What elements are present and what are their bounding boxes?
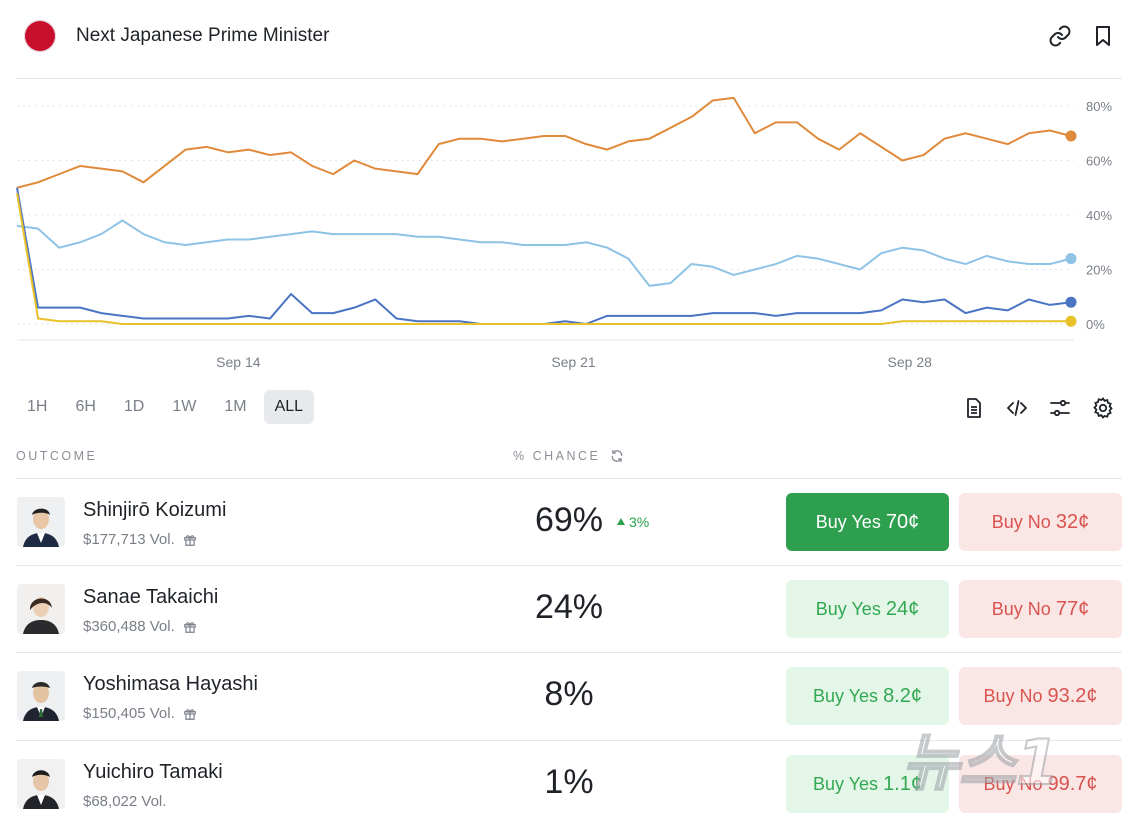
avatar bbox=[17, 497, 65, 547]
buy-yes-price: 8.2¢ bbox=[883, 685, 922, 707]
outcome-row-takaichi[interactable]: Sanae Takaichi $360,488 Vol. 24% Buy Yes… bbox=[16, 565, 1122, 652]
buy-yes-price: 24¢ bbox=[885, 598, 920, 620]
outcome-name: Sanae Takaichi bbox=[83, 586, 219, 608]
y-tick-label: 0% bbox=[1086, 317, 1105, 332]
code-icon[interactable] bbox=[1005, 396, 1029, 420]
buy-yes-label: Buy Yes bbox=[815, 599, 881, 619]
buy-yes-button[interactable]: Buy Yes 24¢ bbox=[786, 580, 949, 638]
y-tick-label: 40% bbox=[1086, 208, 1112, 223]
volume-text: $150,405 Vol. bbox=[83, 705, 175, 722]
avatar bbox=[17, 671, 65, 721]
series-end-dot-0 bbox=[1065, 130, 1077, 142]
buy-yes-label: Buy Yes bbox=[815, 512, 881, 532]
buy-no-price: 93.2¢ bbox=[1047, 685, 1098, 707]
volume-text: $177,713 Vol. bbox=[83, 531, 175, 548]
outcome-chance: 24% bbox=[534, 588, 604, 626]
outcome-name: Shinjirō Koizumi bbox=[83, 499, 227, 521]
range-1d-button[interactable]: 1D bbox=[123, 398, 145, 415]
outcome-name: Yuichiro Tamaki bbox=[83, 761, 223, 783]
buy-no-button[interactable]: Buy No 99.7¢ bbox=[959, 755, 1122, 813]
buy-yes-price: 1.1¢ bbox=[883, 773, 922, 795]
chance-header-label: % CHANCE bbox=[513, 449, 601, 463]
header-divider bbox=[16, 78, 1122, 79]
volume-text: $68,022 Vol. bbox=[83, 793, 167, 810]
outcome-volume: $150,405 Vol. bbox=[83, 705, 197, 722]
buy-no-price: 99.7¢ bbox=[1047, 773, 1098, 795]
buy-yes-button[interactable]: Buy Yes 70¢ bbox=[786, 493, 949, 551]
outcome-volume: $360,488 Vol. bbox=[83, 618, 197, 635]
link-icon[interactable] bbox=[1048, 24, 1072, 48]
range-1h-button[interactable]: 1H bbox=[27, 398, 48, 415]
up-arrow-icon bbox=[617, 518, 625, 525]
outcome-column-header: OUTCOME bbox=[16, 449, 98, 463]
x-tick-label: Sep 21 bbox=[551, 354, 596, 370]
range-1w-button[interactable]: 1W bbox=[172, 398, 197, 415]
gift-icon[interactable] bbox=[183, 533, 197, 547]
market-title: Next Japanese Prime Minister bbox=[76, 25, 330, 46]
range-all-button[interactable]: ALL bbox=[263, 390, 315, 424]
buy-yes-button[interactable]: Buy Yes 8.2¢ bbox=[786, 667, 949, 725]
market-header: Next Japanese Prime Minister bbox=[0, 0, 1141, 76]
series-end-dot-3 bbox=[1065, 315, 1077, 327]
gift-icon[interactable] bbox=[183, 707, 197, 721]
avatar bbox=[17, 584, 65, 634]
buy-yes-price: 70¢ bbox=[885, 511, 920, 533]
buy-no-button[interactable]: Buy No 77¢ bbox=[959, 580, 1122, 638]
buy-no-price: 77¢ bbox=[1055, 598, 1090, 620]
buy-yes-label: Buy Yes bbox=[812, 686, 879, 706]
gear-icon[interactable] bbox=[1091, 396, 1115, 420]
series-end-dot-2 bbox=[1065, 296, 1077, 308]
outcome-chance: 8% bbox=[544, 675, 594, 713]
buy-yes-label: Buy Yes bbox=[812, 774, 879, 794]
series-line-0 bbox=[16, 96, 1072, 189]
outcome-chance: 69% bbox=[534, 501, 604, 539]
series-line-3 bbox=[16, 193, 1071, 325]
time-range-bar: 1H 6H 1D 1W 1M ALL bbox=[16, 390, 315, 426]
chance-delta: 3% bbox=[616, 514, 649, 530]
buy-no-label: Buy No bbox=[991, 599, 1051, 619]
outcome-row-tamaki[interactable]: Yuichiro Tamaki $68,022 Vol. 1% Buy Yes … bbox=[16, 740, 1122, 816]
x-tick-label: Sep 28 bbox=[888, 354, 933, 370]
series-line-2 bbox=[16, 187, 1072, 325]
chart-tools bbox=[962, 396, 1115, 420]
buy-no-label: Buy No bbox=[983, 686, 1043, 706]
outcome-chance: 1% bbox=[544, 763, 594, 801]
delta-text: 3% bbox=[629, 514, 650, 530]
y-tick-label: 60% bbox=[1086, 154, 1112, 169]
series-end-dot-1 bbox=[1065, 253, 1077, 265]
range-6h-button[interactable]: 6H bbox=[75, 398, 96, 415]
y-tick-label: 80% bbox=[1086, 99, 1112, 114]
sliders-icon[interactable] bbox=[1048, 396, 1072, 420]
buy-yes-button[interactable]: Buy Yes 1.1¢ bbox=[786, 755, 949, 813]
chart-svg: 80% 60% 40% 20% 0% Sep 14 Sep 21 Sep 28 bbox=[16, 96, 1112, 370]
buy-no-price: 32¢ bbox=[1055, 511, 1090, 533]
buy-no-label: Buy No bbox=[983, 774, 1043, 794]
watermark-text: 뉴스1 bbox=[902, 726, 1059, 799]
avatar bbox=[17, 759, 65, 809]
outcome-row-hayashi[interactable]: Yoshimasa Hayashi $150,405 Vol. 8% Buy Y… bbox=[16, 652, 1122, 739]
volume-text: $360,488 Vol. bbox=[83, 618, 175, 635]
outcome-volume: $177,713 Vol. bbox=[83, 531, 197, 548]
series-line-1 bbox=[16, 219, 1072, 287]
bookmark-icon[interactable] bbox=[1091, 24, 1115, 48]
x-tick-label: Sep 14 bbox=[216, 354, 261, 370]
buy-no-label: Buy No bbox=[991, 512, 1051, 532]
range-1m-button[interactable]: 1M bbox=[224, 398, 247, 415]
price-chart[interactable]: 80% 60% 40% 20% 0% Sep 14 Sep 21 Sep 28 bbox=[0, 80, 1141, 380]
buy-no-button[interactable]: Buy No 93.2¢ bbox=[959, 667, 1122, 725]
outcome-name: Yoshimasa Hayashi bbox=[83, 673, 258, 695]
outcome-volume: $68,022 Vol. bbox=[83, 793, 166, 810]
refresh-icon[interactable] bbox=[610, 449, 624, 463]
japan-flag-icon bbox=[24, 20, 56, 52]
outcome-row-koizumi[interactable]: Shinjirō Koizumi $177,713 Vol. 69% 3% Bu… bbox=[16, 478, 1122, 565]
document-icon[interactable] bbox=[962, 396, 986, 420]
chance-column-header: % CHANCE bbox=[513, 449, 624, 463]
gift-icon[interactable] bbox=[183, 620, 197, 634]
news1-watermark-logo: 뉴스1 bbox=[901, 725, 1060, 800]
buy-no-button[interactable]: Buy No 32¢ bbox=[959, 493, 1122, 551]
y-tick-label: 20% bbox=[1086, 263, 1112, 278]
